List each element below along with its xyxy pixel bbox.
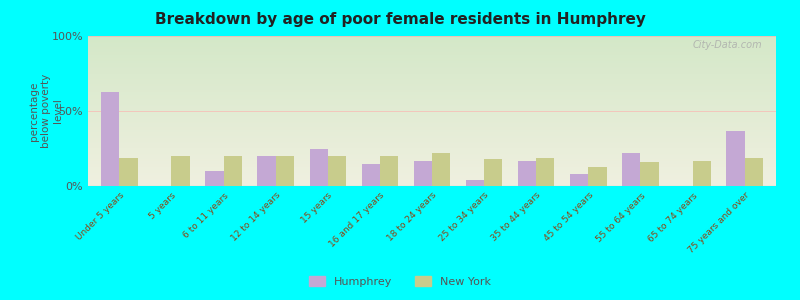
Bar bbox=[328, 156, 346, 186]
Text: City-Data.com: City-Data.com bbox=[693, 40, 762, 50]
Bar bbox=[745, 158, 763, 186]
Bar bbox=[484, 159, 502, 186]
Bar bbox=[588, 167, 606, 186]
Legend: Humphrey, New York: Humphrey, New York bbox=[304, 272, 496, 291]
Bar bbox=[258, 156, 276, 186]
Bar bbox=[726, 130, 745, 186]
Bar bbox=[119, 158, 138, 186]
Bar bbox=[171, 156, 190, 186]
Bar bbox=[206, 171, 223, 186]
Text: Breakdown by age of poor female residents in Humphrey: Breakdown by age of poor female resident… bbox=[154, 12, 646, 27]
Bar bbox=[570, 174, 588, 186]
Bar bbox=[380, 156, 398, 186]
Bar bbox=[362, 164, 380, 186]
Bar bbox=[641, 162, 658, 186]
Bar bbox=[622, 153, 641, 186]
Bar bbox=[518, 160, 536, 186]
Bar bbox=[536, 158, 554, 186]
Bar bbox=[101, 92, 119, 186]
Bar bbox=[310, 148, 328, 186]
Bar bbox=[414, 160, 432, 186]
Y-axis label: percentage
below poverty
level: percentage below poverty level bbox=[30, 74, 62, 148]
Bar bbox=[276, 156, 294, 186]
Bar bbox=[466, 180, 484, 186]
Bar bbox=[432, 153, 450, 186]
Bar bbox=[223, 156, 242, 186]
Bar bbox=[693, 160, 711, 186]
